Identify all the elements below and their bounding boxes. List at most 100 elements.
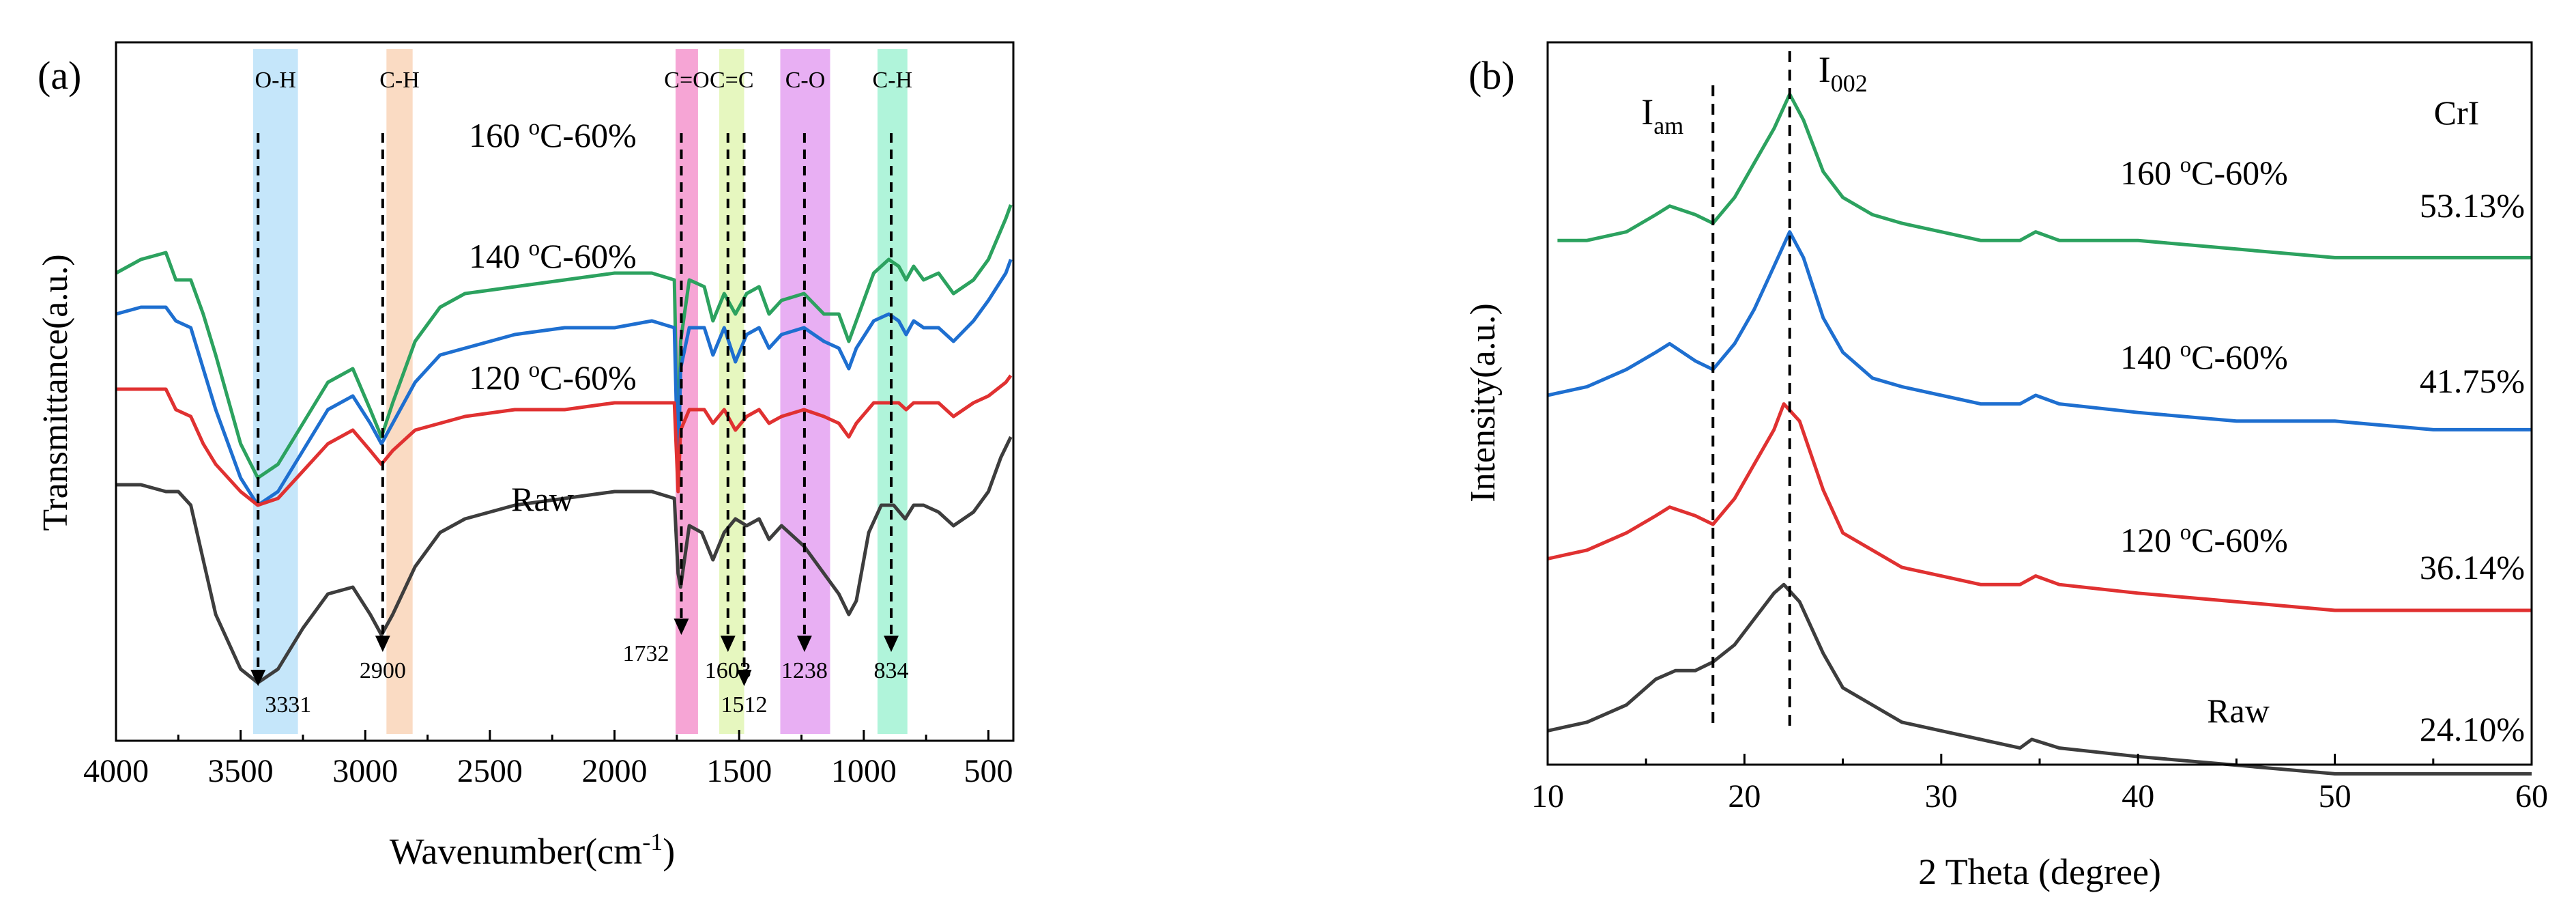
band-label-c-h-1: C-H [379,68,420,93]
series-label-120-c-60-rest: C-60% [540,358,637,397]
y-axis-label-a: Transmittance(a.u.) [36,254,75,530]
x-tick-label-b-40: 40 [2122,778,2154,814]
x-tick-label-a-2000: 2000 [582,753,648,789]
x-tick-label-b-20: 20 [1728,778,1761,814]
x-tick-label-a-1500: 1500 [706,753,772,789]
peak-label-1732: 1732 [622,641,669,666]
series-label-140-c-60-degree: o [529,236,540,261]
series-label-140-c-60-temp: 140 [469,237,529,275]
peak-label-1512: 1512 [721,692,768,718]
x-axis-label-b: 2 Theta (degree) [1918,851,2161,892]
series-label-raw: Raw [511,480,574,518]
series-label-xrd-120-c-60-rest: C-60% [2191,521,2288,559]
band-c-h-5 [877,49,908,734]
x-axis-label-sup: -1 [642,828,663,855]
series-label-xrd-140-c-60-rest: C-60% [2191,338,2288,376]
peak-arrowhead-834 [884,636,899,652]
peak-arrowhead-1512 [736,670,752,686]
x-tick-label-a-4000: 4000 [83,753,149,789]
peak-label-2900: 2900 [360,658,406,683]
ftir-series: 160 oC-60%140 oC-60%120 oC-60%Raw [115,115,1013,685]
series-line-raw [116,436,1013,685]
series-line-160-c-60 [115,204,1013,480]
panel-label-a: (a) [38,53,81,98]
x-tick-label-a-3000: 3000 [332,753,398,789]
plot-frame-a [115,41,1015,742]
peak-label-834: 834 [874,658,909,683]
series-label-120-c-60: 120 oC-60% [469,358,637,397]
series-label-xrd-140-c-60-degree: o [2180,337,2192,362]
series-label-120-c-60-degree: o [529,358,540,382]
series-label-xrd-140-c-60-temp: 140 [2120,338,2180,376]
band-label-c-h-5: C-H [873,68,913,93]
series-line-xrd-120-c-60 [1547,402,2532,612]
series-label-xrd-120-c-60: 120 oC-60% [2120,520,2288,559]
xrd-panel: (b) 160 oC-60%53.13%140 oC-60%41.75%120 … [1464,41,2548,892]
peak-arrowhead-1732 [674,619,689,635]
series-label-120-c-60-temp: 120 [469,358,529,397]
band-c-o-4 [780,49,830,734]
x-tick-label-a-3500: 3500 [208,753,274,789]
peak-arrowhead-1238 [796,636,812,652]
series-line-xrd-140-c-60 [1547,230,2532,431]
x-axis-label-text: Wavenumber(cm [390,831,643,872]
peak-label-1238: 1238 [781,658,828,683]
series-label-xrd-160-c-60-degree: o [2180,153,2192,178]
peak-arrowhead-1603 [720,636,736,652]
series-line-120-c-60 [116,374,1013,507]
series-line-xrd-160-c-60 [1557,92,2532,259]
crl-value-raw: 24.10% [2420,710,2525,748]
crl-value-120-c-60: 36.14% [2420,548,2525,586]
reference-label-i002: I002 [1819,49,1868,97]
x-axis-ticks-a: 4000 3500 3000 2500 2000 1500 1000 500 [83,730,1013,789]
x-tick-label-a-1000: 1000 [831,753,897,789]
band-label-c-o-2: C=O [664,68,709,93]
panel-label-b: (b) [1468,53,1515,98]
reference-label-sub-0: am [1653,112,1683,139]
series-label-160-c-60-rest: C-60% [540,116,637,154]
peak-arrowhead-3331 [250,670,266,686]
crl-value-160-c-60: 53.13% [2420,186,2525,225]
x-tick-label-b-50: 50 [2319,778,2351,814]
band-c-c-3 [719,49,744,734]
series-label-140-c-60: 140 oC-60% [469,236,637,275]
series-label-xrd-140-c-60: 140 oC-60% [2120,337,2288,376]
reference-label-main-0: I [1641,91,1653,132]
series-label-xrd-160-c-60: 160 oC-60% [2120,153,2288,192]
x-axis-label-end: ) [663,831,675,872]
series-line-140-c-60 [115,259,1013,507]
band-label-c-c-3: C=C [710,68,754,93]
xrd-series: 160 oC-60%53.13%140 oC-60%41.75%120 oC-6… [1547,92,2532,776]
x-tick-label-b-30: 30 [1925,778,1958,814]
series-label-140-c-60-rest: C-60% [540,237,637,275]
band-o-h-0 [252,49,298,734]
series-label-160-c-60-temp: 160 [469,116,529,154]
series-label-160-c-60-degree: o [529,115,540,140]
series-label-160-c-60: 160 oC-60% [469,115,637,154]
x-tick-label-a-500: 500 [964,753,1013,789]
series-label-xrd-160-c-60-temp: 160 [2120,154,2180,192]
series-label-xrd-160-c-60-rest: C-60% [2191,154,2288,192]
reference-label-iam: Iam [1641,91,1683,139]
reference-label-sub-1: 002 [1831,70,1868,97]
series-label-xrd-120-c-60-temp: 120 [2120,521,2180,559]
x-tick-label-a-2500: 2500 [457,753,523,789]
x-axis-ticks-b: 10 20 30 40 50 60 [1531,754,2548,814]
x-axis-label-a: Wavenumber(cm-1) [390,828,675,872]
band-label-c-o-4: C-O [785,68,826,93]
peak-arrowhead-2900 [375,636,390,652]
peak-label-3331: 3331 [265,692,311,718]
x-tick-label-b-60: 60 [2515,778,2548,814]
plot-frame-b [1546,41,2533,766]
ftir-panel: (a) O-H C-H C=O C=C C-O C-H 160 oC-60%140 oC-… [36,41,1015,872]
series-line-xrd-raw [1547,582,2532,776]
band-label-o-h-0: O-H [255,68,296,93]
series-label-xrd-120-c-60-degree: o [2180,520,2192,545]
crl-header: CrI [2434,94,2480,132]
crl-value-140-c-60: 41.75% [2420,362,2525,400]
reference-label-main-1: I [1819,49,1831,90]
y-axis-label-b: Intensity(a.u.) [1464,303,1503,502]
